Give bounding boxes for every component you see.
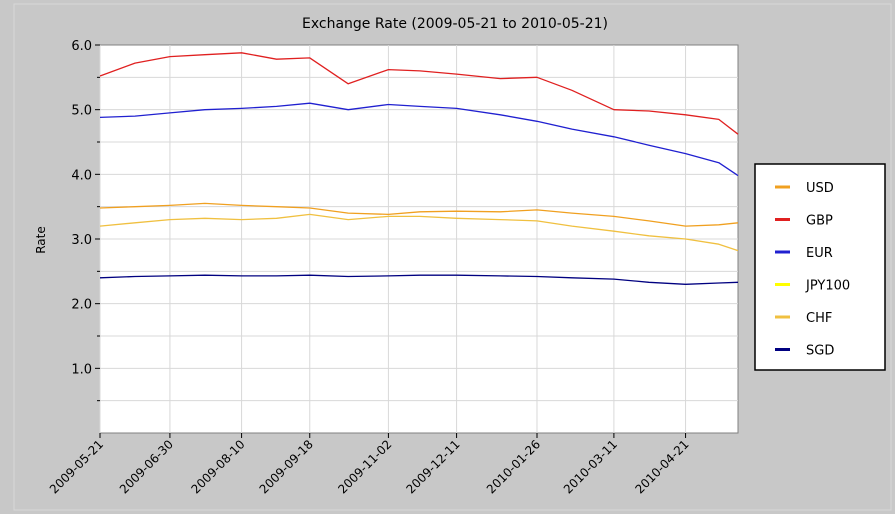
legend: USD GBP EUR JPY100 CHF SGD: [775, 181, 850, 359]
series-line-sgd: [99, 274, 739, 285]
series-lines: [99, 52, 739, 285]
y-tick-label: 4.0: [71, 168, 92, 183]
y-tick-label: 6.0: [71, 39, 92, 54]
y-tick-label: 1.0: [71, 362, 92, 377]
legend-label-sgd: SGD: [806, 344, 834, 359]
legend-label-gbp: GBP: [806, 214, 833, 229]
y-tick-label: 3.0: [71, 233, 92, 248]
y-tick-label: 5.0: [71, 104, 92, 119]
legend-label-jpy100: JPY100: [805, 279, 850, 294]
chart-title: Exchange Rate (2009-05-21 to 2010-05-21): [302, 16, 608, 32]
series-line-chf: [99, 213, 739, 252]
series-line-usd: [99, 202, 739, 227]
y-tick-label: 2.0: [71, 298, 92, 313]
series-line-eur: [99, 102, 739, 177]
legend-label-chf: CHF: [806, 311, 832, 326]
y-axis-label: Rate: [34, 226, 48, 254]
legend-box: [754, 163, 886, 371]
legend-label-usd: USD: [806, 181, 834, 196]
legend-label-eur: EUR: [806, 246, 833, 261]
series-line-gbp: [99, 52, 739, 135]
y-axis-ticks: 1.0 2.0 3.0 4.0 5.0 6.0: [71, 39, 100, 402]
